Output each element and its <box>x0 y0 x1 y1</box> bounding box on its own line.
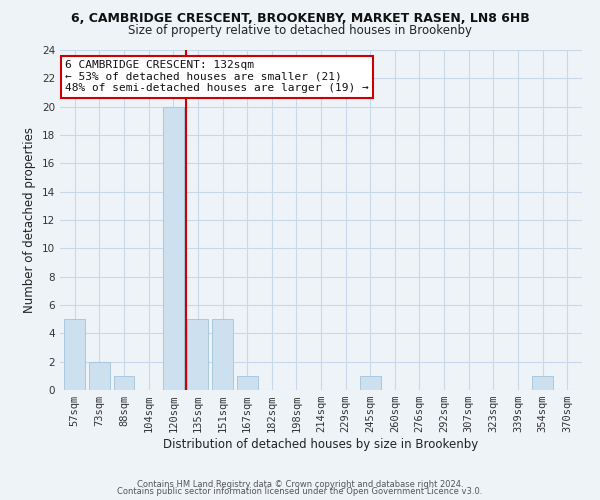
Text: Contains public sector information licensed under the Open Government Licence v3: Contains public sector information licen… <box>118 487 482 496</box>
Bar <box>113 376 134 390</box>
Y-axis label: Number of detached properties: Number of detached properties <box>23 127 37 313</box>
Bar <box>163 106 184 390</box>
X-axis label: Distribution of detached houses by size in Brookenby: Distribution of detached houses by size … <box>163 438 479 451</box>
Text: Contains HM Land Registry data © Crown copyright and database right 2024.: Contains HM Land Registry data © Crown c… <box>137 480 463 489</box>
Bar <box>360 376 381 390</box>
Bar <box>212 319 233 390</box>
Text: Size of property relative to detached houses in Brookenby: Size of property relative to detached ho… <box>128 24 472 37</box>
Bar <box>64 319 85 390</box>
Bar <box>532 376 553 390</box>
Text: 6 CAMBRIDGE CRESCENT: 132sqm
← 53% of detached houses are smaller (21)
48% of se: 6 CAMBRIDGE CRESCENT: 132sqm ← 53% of de… <box>65 60 369 94</box>
Bar <box>236 376 257 390</box>
Bar <box>89 362 110 390</box>
Bar <box>187 319 208 390</box>
Text: 6, CAMBRIDGE CRESCENT, BROOKENBY, MARKET RASEN, LN8 6HB: 6, CAMBRIDGE CRESCENT, BROOKENBY, MARKET… <box>71 12 529 26</box>
